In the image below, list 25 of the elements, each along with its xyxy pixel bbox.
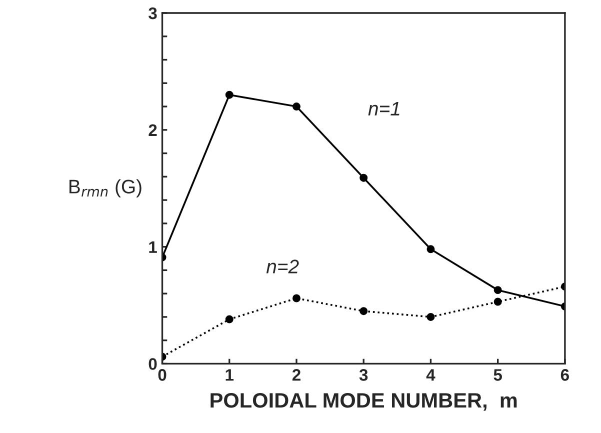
y-tick-label: 3	[148, 7, 157, 20]
point	[225, 90, 234, 99]
x-tick-label: 3	[359, 369, 368, 381]
x-tick-label: 4	[426, 369, 436, 381]
x-tick-label: 2	[292, 369, 300, 381]
point	[494, 286, 502, 294]
point	[494, 298, 502, 306]
point	[360, 307, 368, 316]
series-label: n=2	[266, 260, 299, 274]
y-tick-label: 0	[148, 358, 157, 370]
point	[426, 245, 435, 254]
point	[225, 315, 234, 324]
point	[360, 174, 368, 182]
x-tick-label: 6	[560, 369, 569, 381]
x-tick-label: 1	[226, 369, 234, 381]
x-tick-label: 0	[158, 369, 166, 381]
y-tick-label: 2	[148, 124, 157, 136]
point	[292, 102, 300, 111]
y-axis-title: B$_{rmn}$ (G)	[70, 179, 142, 198]
x-axis-title: POLOIDAL MODE NUMBER, m	[210, 393, 517, 411]
point	[426, 312, 435, 321]
y-tick-label: 1	[149, 241, 157, 253]
text: n=1	[368, 102, 400, 116]
x-tick-label: 5	[494, 369, 502, 381]
point	[292, 294, 300, 302]
